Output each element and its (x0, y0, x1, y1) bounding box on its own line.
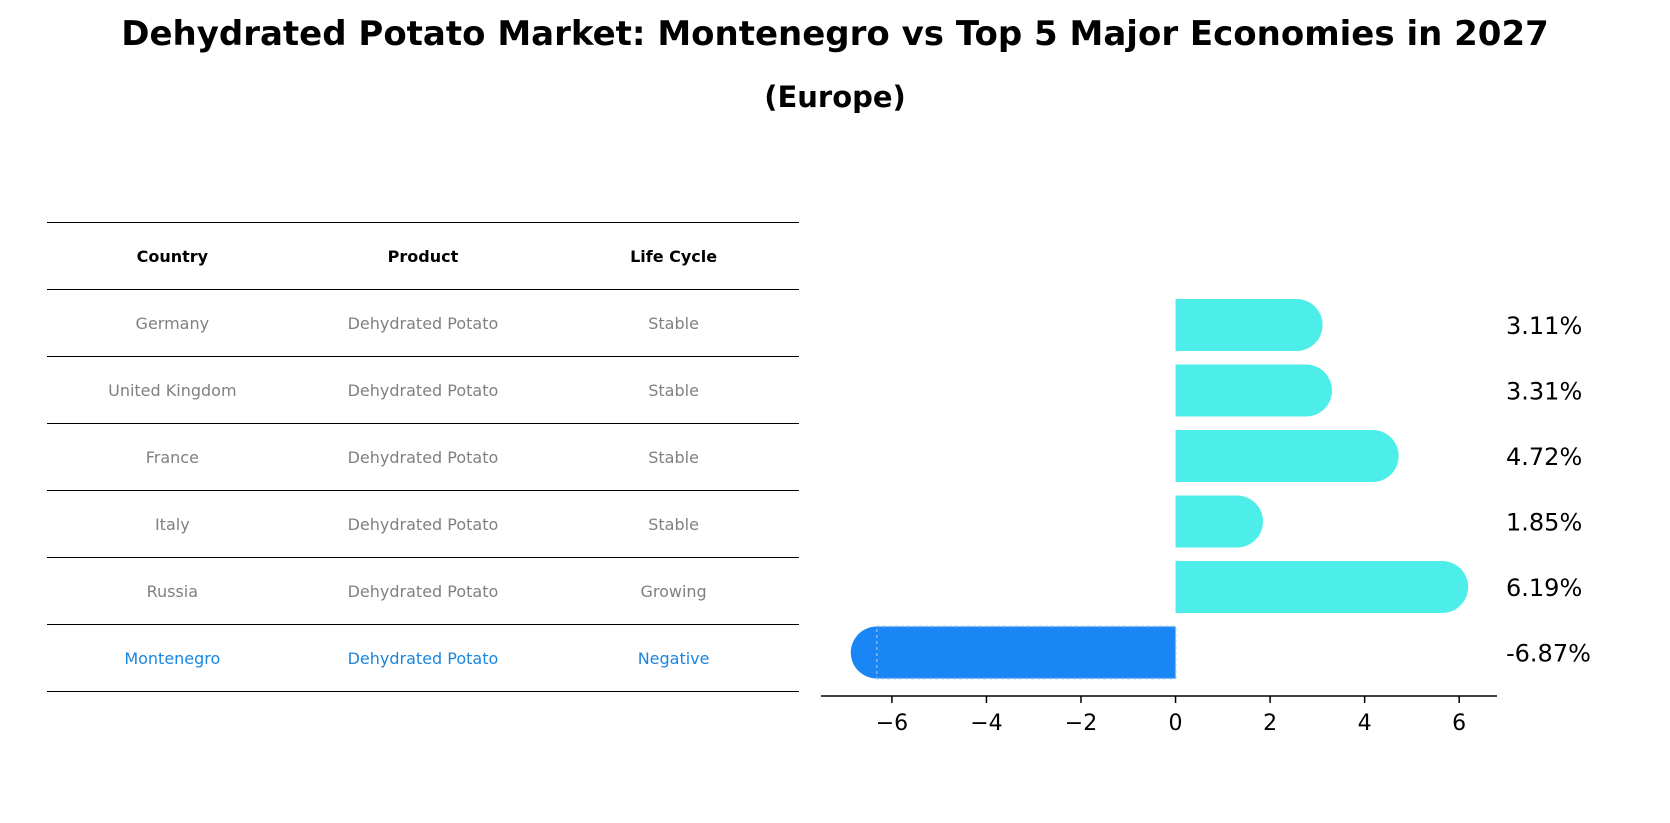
x-tick-label: 6 (1452, 711, 1466, 736)
bar-montenegro (850, 626, 1176, 679)
cell-country: Italy (154, 514, 190, 534)
x-tick-label: 2 (1263, 711, 1277, 736)
cell-life-cycle: Negative (637, 648, 710, 668)
bar-outline (876, 625, 1177, 680)
table-row: Italy Dehydrated Potato Stable (47, 491, 799, 558)
cell-country: France (145, 447, 199, 467)
x-tick-label: −2 (1065, 711, 1097, 736)
market-table: Country Product Life Cycle Germany Dehyd… (47, 222, 799, 692)
cell-product: Dehydrated Potato (347, 447, 499, 467)
value-label: 3.11% (1506, 312, 1582, 340)
chart-subtitle: (Europe) (764, 80, 906, 114)
x-tick-label: 4 (1358, 711, 1372, 736)
cell-life-cycle: Stable (648, 447, 699, 467)
cell-product: Dehydrated Potato (347, 581, 499, 601)
bar-france (1175, 430, 1399, 482)
table-header-row: Country Product Life Cycle (47, 222, 799, 290)
value-label: 3.31% (1506, 378, 1582, 406)
bar-russia (1175, 561, 1469, 613)
header-product: Product (387, 246, 459, 266)
value-label: 1.85% (1506, 509, 1582, 537)
cell-country: United Kingdom (108, 380, 237, 400)
table-row: Germany Dehydrated Potato Stable (47, 290, 799, 357)
bar-united-kingdom (1175, 364, 1333, 417)
cell-life-cycle: Stable (648, 514, 699, 534)
x-tick-label: 0 (1169, 711, 1183, 736)
chart-title: Dehydrated Potato Market: Montenegro vs … (121, 14, 1549, 54)
cell-country: Montenegro (124, 648, 221, 668)
table-row-highlight: Montenegro Dehydrated Potato Negative (47, 625, 799, 692)
cell-country: Russia (146, 581, 199, 601)
cell-product: Dehydrated Potato (347, 380, 499, 400)
value-label: 6.19% (1506, 574, 1582, 602)
value-label: -6.87% (1506, 640, 1591, 668)
table-row: France Dehydrated Potato Stable (47, 424, 799, 491)
bar-italy (1175, 495, 1263, 548)
bar-germany (1175, 299, 1323, 351)
cell-country: Germany (135, 313, 210, 333)
cell-life-cycle: Stable (648, 380, 699, 400)
table-row: Russia Dehydrated Potato Growing (47, 558, 799, 625)
table-row: United Kingdom Dehydrated Potato Stable (47, 357, 799, 424)
header-country: Country (136, 246, 209, 266)
cell-life-cycle: Growing (640, 581, 707, 601)
cell-product: Dehydrated Potato (347, 313, 499, 333)
cell-product: Dehydrated Potato (347, 514, 499, 534)
x-tick-label: −4 (970, 711, 1002, 736)
cell-life-cycle: Stable (648, 313, 699, 333)
x-tick-label: −6 (876, 711, 908, 736)
value-label: 4.72% (1506, 443, 1582, 471)
header-life-cycle: Life Cycle (630, 246, 718, 266)
cell-product: Dehydrated Potato (347, 648, 499, 668)
